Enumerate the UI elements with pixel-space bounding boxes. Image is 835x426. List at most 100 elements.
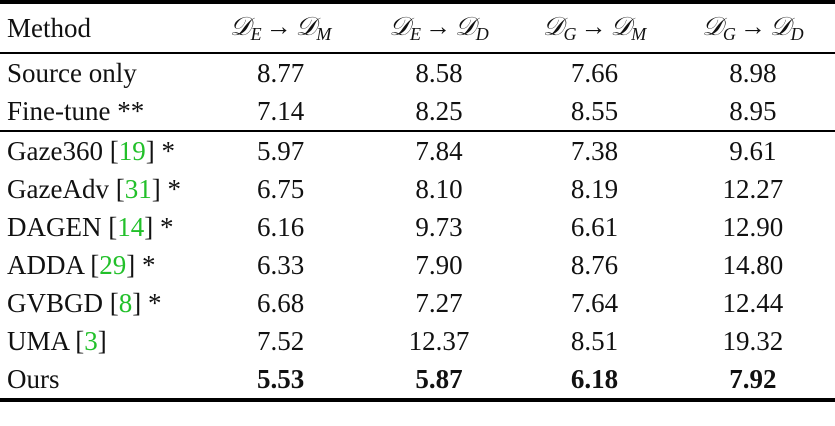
- header-domain-g-to-m: 𝒟G → 𝒟M: [518, 2, 671, 53]
- method-cell: GVBGD [8] *: [0, 284, 201, 322]
- ref-bracket: ]: [151, 173, 161, 204]
- domain-sub: D: [790, 23, 804, 44]
- method-suffix: *: [153, 211, 174, 242]
- ref-bracket: ]: [144, 211, 154, 242]
- table-row: Fine-tune ** 7.14 8.25 8.55 8.95: [0, 92, 835, 132]
- domain-symbol: 𝒟: [610, 11, 632, 41]
- method-name: Ours: [7, 363, 60, 394]
- citation-link[interactable]: 8: [118, 287, 133, 318]
- value-cell: 12.37: [408, 325, 470, 356]
- table-row: UMA [3] 7.52 12.37 8.51 19.32: [0, 322, 835, 360]
- citation-link[interactable]: 3: [84, 325, 98, 356]
- value-cell: 8.55: [518, 92, 671, 132]
- table-row-ours: Ours 5.53 5.87 6.18 7.92: [0, 360, 835, 402]
- ref-bracket: [: [108, 211, 118, 242]
- ref-bracket: ]: [132, 287, 142, 318]
- domain-symbol: 𝒟: [454, 11, 476, 41]
- ref-bracket: [: [115, 173, 125, 204]
- method-name: Source only: [7, 57, 137, 88]
- arrow-icon: →: [580, 11, 607, 41]
- value-cell: 7.52: [256, 325, 305, 356]
- arrow-icon: →: [424, 11, 451, 41]
- value-cell: 6.16: [256, 211, 305, 242]
- table-body: Source only 8.77 8.58 7.66 8.98 Fine-tun…: [0, 53, 835, 402]
- ref-bracket: ]: [126, 249, 136, 280]
- domain-sub: M: [316, 23, 332, 44]
- method-suffix: *: [160, 173, 181, 204]
- value-cell: 12.44: [722, 287, 784, 318]
- citation-link[interactable]: 31: [124, 173, 152, 204]
- method-cell: GazeAdv [31] *: [0, 170, 201, 208]
- ref-bracket: [: [75, 325, 85, 356]
- table-row: DAGEN [14] * 6.16 9.73 6.61 12.90: [0, 208, 835, 246]
- domain-symbol: 𝒟: [389, 11, 410, 41]
- value-cell: 7.64: [570, 287, 619, 318]
- header-domain-g-to-d: 𝒟G → 𝒟D: [671, 2, 835, 53]
- domain-sub: E: [409, 23, 421, 44]
- citation-link[interactable]: 19: [118, 135, 146, 166]
- table-row: Gaze360 [19] * 5.97 7.84 7.38 9.61: [0, 131, 835, 170]
- value-cell: 12.90: [722, 211, 784, 242]
- value-cell: 7.90: [415, 249, 463, 280]
- table-header: Method 𝒟E → 𝒟M 𝒟E → 𝒟D 𝒟G → 𝒟M 𝒟G → 𝒟D: [0, 2, 835, 53]
- ref-bracket: ]: [145, 135, 155, 166]
- arrow-icon: →: [265, 11, 292, 41]
- value-cell: 5.97: [256, 135, 305, 166]
- value-cell: 7.14: [201, 92, 360, 132]
- method-name: ADDA: [7, 249, 91, 280]
- domain-symbol: 𝒟: [769, 11, 791, 41]
- results-table: Method 𝒟E → 𝒟M 𝒟E → 𝒟D 𝒟G → 𝒟M 𝒟G → 𝒟D Source on…: [0, 2, 835, 402]
- value-cell-best: 6.18: [518, 360, 671, 402]
- value-cell: 6.61: [570, 211, 619, 242]
- method-name: GVBGD: [7, 287, 110, 318]
- value-cell-best: 5.87: [359, 360, 519, 402]
- domain-sub: M: [631, 23, 647, 44]
- value-cell: 8.58: [415, 57, 463, 88]
- method-cell: DAGEN [14] *: [0, 208, 201, 246]
- domain-symbol: 𝒟: [295, 11, 317, 41]
- citation-link[interactable]: 14: [117, 211, 145, 242]
- method-suffix: *: [154, 135, 175, 166]
- table-row: ADDA [29] * 6.33 7.90 8.76 14.80: [0, 246, 835, 284]
- value-cell: 12.27: [722, 173, 784, 204]
- method-name: Fine-tune **: [7, 95, 145, 126]
- value-cell: 6.33: [256, 249, 305, 280]
- value-cell: 8.98: [729, 57, 777, 88]
- value-cell: 7.27: [415, 287, 463, 318]
- ref-bracket: [: [109, 135, 119, 166]
- value-cell: 9.73: [415, 211, 463, 242]
- header-row: Method 𝒟E → 𝒟M 𝒟E → 𝒟D 𝒟G → 𝒟M 𝒟G → 𝒟D: [0, 2, 835, 53]
- ref-bracket: [: [109, 287, 119, 318]
- method-cell: Ours: [0, 360, 202, 402]
- value-cell: 6.75: [256, 173, 305, 204]
- domain-sub: D: [475, 23, 489, 44]
- method-name: UMA: [7, 325, 76, 356]
- value-cell: 8.51: [570, 325, 619, 356]
- arrow-icon: →: [739, 11, 766, 41]
- citation-link[interactable]: 29: [99, 249, 127, 280]
- ref-bracket: ]: [97, 325, 107, 356]
- value-cell: 6.68: [256, 287, 305, 318]
- domain-sub: G: [722, 23, 736, 44]
- method-cell: Fine-tune **: [0, 92, 202, 132]
- domain-symbol: 𝒟: [542, 11, 564, 41]
- value-cell: 19.32: [722, 325, 784, 356]
- table-row: Source only 8.77 8.58 7.66 8.98: [0, 53, 835, 92]
- value-cell: 14.80: [722, 249, 784, 280]
- header-domain-e-to-m: 𝒟E → 𝒟M: [201, 2, 359, 53]
- domain-sub: G: [563, 23, 577, 44]
- table-row: GVBGD [8] * 6.68 7.27 7.64 12.44: [0, 284, 835, 322]
- method-cell: UMA [3]: [0, 322, 201, 360]
- method-name: Gaze360: [7, 135, 110, 166]
- value-cell: 7.84: [415, 135, 463, 166]
- method-cell: Gaze360 [19] *: [0, 131, 201, 170]
- value-cell: 9.61: [729, 135, 777, 166]
- value-cell-best: 7.92: [670, 360, 835, 402]
- domain-symbol: 𝒟: [229, 11, 251, 41]
- value-cell: 7.66: [570, 57, 619, 88]
- value-cell: 8.77: [256, 57, 305, 88]
- table-row: GazeAdv [31] * 6.75 8.10 8.19 12.27: [0, 170, 835, 208]
- method-suffix: *: [141, 287, 162, 318]
- value-cell-best: 5.53: [201, 360, 360, 402]
- value-cell: 8.19: [570, 173, 619, 204]
